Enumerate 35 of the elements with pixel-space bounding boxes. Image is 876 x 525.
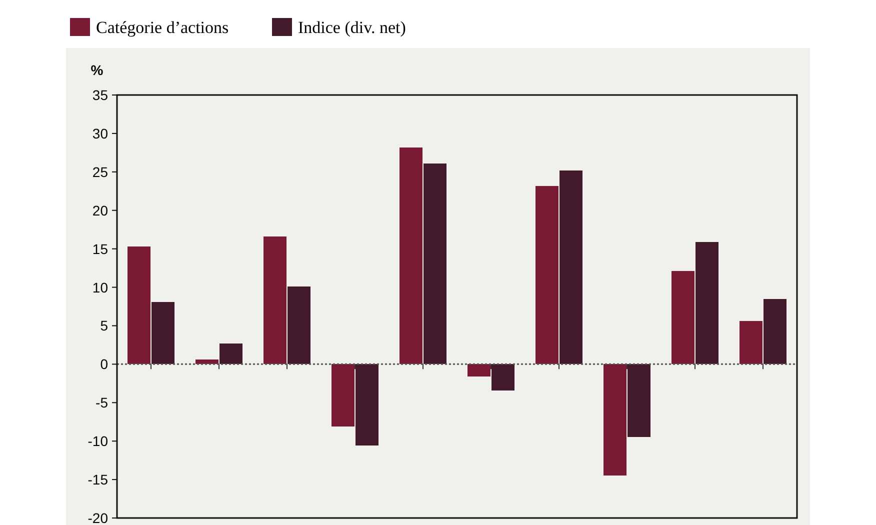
y-tick-label: 5	[100, 318, 108, 334]
bar	[604, 364, 626, 476]
bar	[196, 360, 218, 364]
y-tick-label: -10	[88, 433, 108, 450]
bar	[356, 364, 378, 446]
bar	[220, 343, 242, 364]
bar	[696, 242, 718, 364]
bar	[560, 170, 582, 364]
bar	[536, 186, 558, 364]
y-tick-label: 10	[92, 279, 108, 296]
y-tick-label: 15	[92, 240, 108, 257]
bar	[400, 147, 422, 364]
y-tick-label: -15	[88, 472, 108, 488]
bar	[424, 163, 446, 364]
y-tick-label: 20	[92, 202, 108, 218]
bar	[128, 246, 150, 364]
y-tick-label: -5	[96, 394, 108, 411]
bar	[152, 302, 174, 364]
legend-label: Indice (div. net)	[298, 18, 406, 37]
y-tick-label: 0	[100, 356, 108, 372]
bar	[764, 298, 786, 364]
bar	[332, 364, 354, 426]
bar	[288, 286, 310, 364]
y-axis-title: %	[90, 62, 104, 78]
bar	[492, 364, 514, 390]
bar	[740, 321, 762, 364]
bar	[628, 364, 650, 438]
y-tick-label: 30	[92, 125, 108, 142]
bar	[468, 364, 490, 376]
bar	[672, 271, 694, 364]
y-tick-label: 35	[92, 87, 108, 103]
legend-label: Catégorie d’actions	[96, 18, 229, 37]
y-tick-label: 25	[92, 164, 108, 180]
y-tick-label: -20	[88, 510, 108, 525]
bar	[264, 236, 286, 364]
